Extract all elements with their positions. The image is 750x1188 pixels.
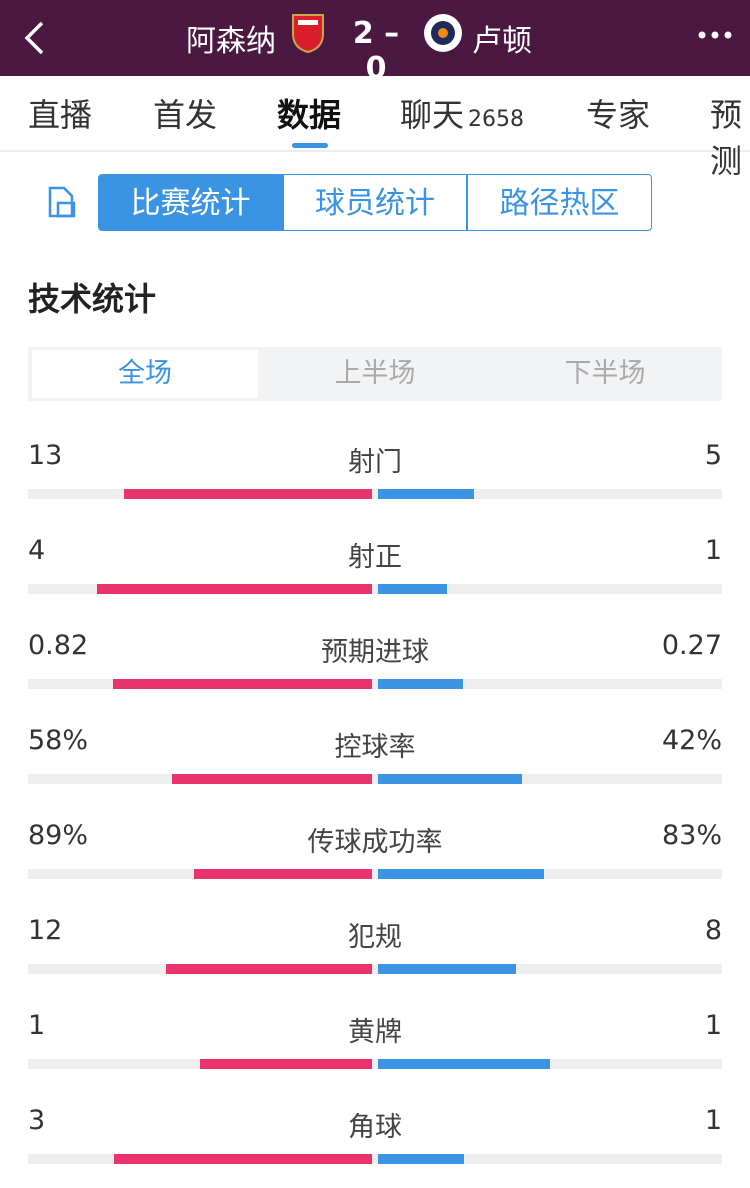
away-value: 5 bbox=[704, 440, 722, 471]
tab[interactable]: 聊天 2658 bbox=[400, 90, 524, 136]
segment-button[interactable]: 路径热区 bbox=[467, 174, 652, 231]
home-value: 3 bbox=[28, 1105, 46, 1136]
tab-label: 首发 bbox=[153, 96, 218, 134]
away-bar bbox=[378, 774, 523, 784]
bar-track bbox=[28, 1154, 722, 1164]
bar-track bbox=[28, 1059, 722, 1069]
away-bar bbox=[378, 964, 516, 974]
stat-name: 射正 bbox=[348, 542, 402, 573]
bar-track bbox=[28, 489, 722, 499]
bar-track bbox=[28, 584, 722, 594]
divider bbox=[0, 150, 750, 152]
away-bar bbox=[378, 489, 474, 499]
away-bar bbox=[378, 1154, 464, 1164]
stat-name: 犯规 bbox=[348, 922, 402, 953]
away-bar bbox=[378, 1059, 550, 1069]
bar-track bbox=[28, 679, 722, 689]
tab[interactable]: 首发 bbox=[153, 90, 217, 136]
home-value: 1 bbox=[28, 1010, 46, 1041]
home-value: 0.82 bbox=[28, 630, 89, 661]
home-bar bbox=[194, 869, 372, 879]
back-button[interactable] bbox=[22, 20, 46, 56]
stat-name: 射门 bbox=[348, 447, 402, 478]
away-team: 卢顿 bbox=[472, 24, 532, 59]
chat-count: 2658 bbox=[468, 107, 525, 132]
home-bar bbox=[200, 1059, 372, 1069]
tab-label: 专家 bbox=[586, 96, 651, 134]
more-button[interactable] bbox=[698, 30, 734, 40]
home-bar bbox=[123, 489, 372, 499]
away-value: 0.27 bbox=[661, 630, 722, 661]
bar-track bbox=[28, 774, 722, 784]
stat-name: 传球成功率 bbox=[307, 827, 443, 858]
away-value: 1 bbox=[704, 1105, 722, 1136]
away-bar bbox=[378, 584, 447, 594]
segment-button[interactable]: 球员统计 bbox=[283, 174, 467, 231]
section-title: 技术统计 bbox=[28, 280, 157, 318]
tab[interactable]: 预测 bbox=[710, 90, 750, 182]
bar-track bbox=[28, 869, 722, 879]
tab-label: 聊天 bbox=[400, 96, 465, 134]
segment-button[interactable]: 比赛统计 bbox=[98, 174, 283, 231]
away-value: 8 bbox=[704, 915, 722, 946]
away-value: 1 bbox=[704, 535, 722, 566]
home-bar bbox=[165, 964, 372, 974]
period-tab[interactable]: 上半场 bbox=[334, 358, 416, 389]
home-bar bbox=[172, 774, 372, 784]
bar-track bbox=[28, 964, 722, 974]
away-value: 1 bbox=[704, 1010, 722, 1041]
tab[interactable]: 直播 bbox=[28, 90, 92, 136]
home-value: 12 bbox=[28, 915, 63, 946]
home-value: 4 bbox=[28, 535, 46, 566]
home-bar bbox=[113, 679, 372, 689]
home-logo bbox=[292, 14, 324, 54]
away-logo bbox=[424, 14, 462, 52]
home-value: 58% bbox=[28, 725, 89, 756]
active-tab-indicator bbox=[292, 143, 328, 148]
home-value: 89% bbox=[28, 820, 89, 851]
stat-name: 预期进球 bbox=[321, 637, 429, 668]
export-icon[interactable] bbox=[46, 186, 78, 220]
period-tab[interactable]: 全场 bbox=[32, 350, 258, 398]
away-bar bbox=[378, 679, 464, 689]
stat-name: 控球率 bbox=[334, 732, 416, 763]
home-bar bbox=[114, 1154, 372, 1164]
tab[interactable]: 数据 bbox=[277, 90, 341, 136]
tab-label: 直播 bbox=[28, 96, 93, 134]
stat-name: 黄牌 bbox=[348, 1017, 402, 1048]
away-value: 42% bbox=[661, 725, 722, 756]
stat-name: 角球 bbox=[348, 1112, 402, 1143]
tab-label: 预测 bbox=[710, 96, 743, 180]
match-header: 阿森纳 2 – 0 卢顿 bbox=[0, 0, 750, 86]
tab[interactable]: 专家 bbox=[586, 90, 650, 136]
away-bar bbox=[378, 869, 544, 879]
home-team: 阿森纳 bbox=[186, 24, 276, 59]
period-tab[interactable]: 下半场 bbox=[564, 358, 646, 389]
score: 2 – 0 bbox=[352, 16, 400, 86]
home-value: 13 bbox=[28, 440, 63, 471]
away-value: 83% bbox=[661, 820, 722, 851]
tab-label: 数据 bbox=[277, 96, 342, 134]
home-bar bbox=[96, 584, 372, 594]
